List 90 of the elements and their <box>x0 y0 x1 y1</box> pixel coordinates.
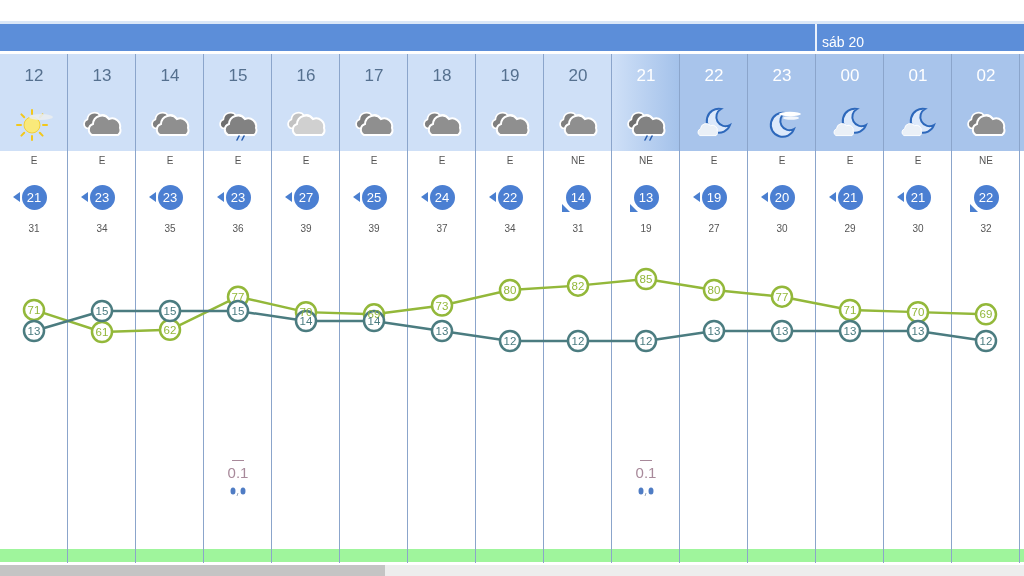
data-label: 13 <box>707 325 721 338</box>
text: E <box>233 155 243 166</box>
text: 25 <box>361 184 387 210</box>
text: 30 <box>911 223 925 234</box>
text: 31 <box>27 223 41 234</box>
text: 22 <box>973 184 999 210</box>
text: 23 <box>225 184 251 210</box>
data-label: 82 <box>571 279 585 292</box>
text: NE <box>570 155 586 166</box>
text: E <box>97 155 107 166</box>
data-label: 15 <box>95 305 109 318</box>
data-label: 13 <box>435 325 449 338</box>
data-label: 77 <box>775 290 789 303</box>
text: 13 <box>633 184 659 210</box>
data-label: 69 <box>979 308 993 321</box>
text: 21 <box>905 184 931 210</box>
text: E <box>369 155 379 166</box>
x-tick-label: 22 <box>704 65 724 85</box>
data-label: 15 <box>163 305 177 318</box>
data-label: 80 <box>707 284 721 297</box>
x-tick-label: 13 <box>92 65 112 85</box>
x-tick-label: 17 <box>364 65 384 85</box>
data-label: 15 <box>231 305 245 318</box>
text: 20 <box>769 184 795 210</box>
text: sáb 20 <box>822 34 865 50</box>
text: 37 <box>435 223 449 234</box>
text: 31 <box>571 223 585 234</box>
data-label: 12 <box>979 335 993 348</box>
text: NE <box>978 155 994 166</box>
text: E <box>301 155 311 166</box>
text: E <box>505 155 515 166</box>
x-tick-label: 20 <box>568 65 588 85</box>
text: 21 <box>21 184 47 210</box>
x-tick-label: 16 <box>296 65 316 85</box>
x-tick-label: 18 <box>432 65 452 85</box>
data-label: 80 <box>503 284 517 297</box>
data-label: 61 <box>95 326 109 339</box>
data-label: 73 <box>435 299 449 312</box>
text: 35 <box>163 223 177 234</box>
text: 19 <box>701 184 727 210</box>
data-label: 77 <box>231 290 245 303</box>
x-tick-label: 15 <box>228 65 248 85</box>
text: E <box>29 155 39 166</box>
x-tick-label: 21 <box>636 65 656 85</box>
x-tick-label: 14 <box>160 65 180 85</box>
data-label: 12 <box>639 335 653 348</box>
data-label: 13 <box>843 325 857 338</box>
text: 27 <box>707 223 721 234</box>
text: 29 <box>843 223 857 234</box>
data-label: 12 <box>503 335 517 348</box>
text: 30 <box>775 223 789 234</box>
text: E <box>709 155 719 166</box>
x-tick-label: 23 <box>772 65 792 85</box>
data-label: 13 <box>775 325 789 338</box>
text: NE <box>638 155 654 166</box>
data-label: 71 <box>27 304 41 317</box>
text: 32 <box>979 223 993 234</box>
data-label: 70 <box>911 306 925 319</box>
text: 21 <box>837 184 863 210</box>
text: E <box>777 155 787 166</box>
data-label: 14 <box>299 315 313 328</box>
text: 24 <box>429 184 455 210</box>
text: 39 <box>299 223 313 234</box>
data-label: 13 <box>911 325 925 338</box>
text: 23 <box>89 184 115 210</box>
data-label: 0.1 <box>635 464 657 481</box>
x-tick-label: 01 <box>908 65 928 85</box>
text: E <box>845 155 855 166</box>
text: 34 <box>503 223 517 234</box>
data-label: 12 <box>571 335 585 348</box>
data-label: 71 <box>843 304 857 317</box>
data-label: 13 <box>27 325 41 338</box>
text: 36 <box>231 223 245 234</box>
data-label: 0.1 <box>227 464 249 481</box>
x-tick-label: 12 <box>24 65 44 85</box>
text: 14 <box>565 184 591 210</box>
text: 34 <box>95 223 109 234</box>
data-label: 85 <box>639 273 653 286</box>
text: 39 <box>367 223 381 234</box>
text: E <box>913 155 923 166</box>
text: 27 <box>293 184 319 210</box>
x-tick-label: 02 <box>976 65 996 85</box>
text: E <box>437 155 447 166</box>
text: E <box>165 155 175 166</box>
data-label: 62 <box>163 323 177 336</box>
text: 22 <box>497 184 523 210</box>
x-tick-label: 19 <box>500 65 520 85</box>
text: 19 <box>639 223 653 234</box>
x-tick-label: 00 <box>840 65 860 85</box>
text: 23 <box>157 184 183 210</box>
